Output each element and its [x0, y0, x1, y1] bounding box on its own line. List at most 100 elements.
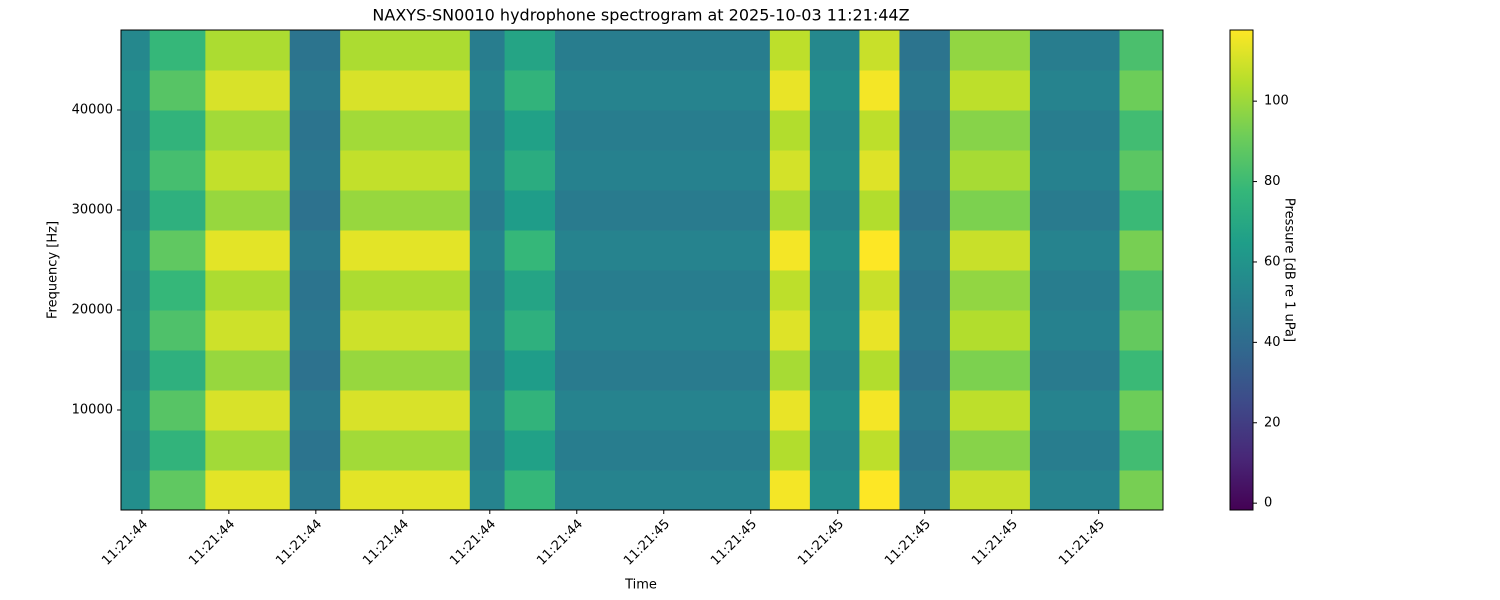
heatmap-cell — [809, 230, 860, 271]
heatmap-cell — [469, 190, 506, 231]
heatmap-cell — [205, 390, 291, 431]
colorbar — [1229, 29, 1254, 511]
heatmap-cell — [555, 390, 771, 431]
heatmap-cell — [205, 70, 291, 111]
heatmap-cell — [504, 310, 556, 351]
heatmap-cell — [1119, 150, 1164, 191]
x-tick-label: 11:21:44 — [99, 517, 151, 569]
heatmap-cell — [205, 190, 291, 231]
heatmap-cell — [340, 310, 471, 351]
chart-title: NAXYS-SN0010 hydrophone spectrogram at 2… — [372, 6, 909, 25]
heatmap-cell — [149, 390, 206, 431]
heatmap-cell — [809, 350, 860, 391]
heatmap-cell — [859, 470, 900, 511]
heatmap-cell — [809, 150, 860, 191]
heatmap-cell — [949, 70, 1031, 111]
colorbar-tick-label: 0 — [1264, 496, 1272, 511]
heatmap-cell — [859, 310, 900, 351]
colorbar-tick-label: 80 — [1264, 174, 1281, 189]
heatmap-cell — [289, 230, 341, 271]
heatmap-cell — [504, 190, 556, 231]
heatmap-cell — [949, 230, 1031, 271]
heatmap-cell — [121, 350, 151, 391]
heatmap-cell — [1029, 470, 1121, 511]
heatmap-cell — [949, 110, 1031, 151]
heatmap-cell — [555, 110, 771, 151]
heatmap-cell — [809, 310, 860, 351]
heatmap-cell — [504, 470, 556, 511]
heatmap-cell — [121, 470, 151, 511]
heatmap-cell — [859, 350, 900, 391]
heatmap-cell — [769, 150, 811, 191]
y-tick-label: 30000 — [72, 203, 113, 218]
heatmap-cell — [504, 150, 556, 191]
heatmap-cell — [1029, 390, 1121, 431]
heatmap-cell — [899, 30, 951, 71]
heatmap-cell — [555, 70, 771, 111]
heatmap-cell — [205, 110, 291, 151]
x-tick-label: 11:21:45 — [708, 517, 760, 569]
heatmap-cell — [469, 350, 506, 391]
heatmap-cell — [949, 30, 1031, 71]
heatmap-cell — [504, 110, 556, 151]
heatmap-cell — [289, 390, 341, 431]
heatmap-cell — [149, 310, 206, 351]
heatmap-cell — [555, 430, 771, 471]
heatmap-cell — [469, 230, 506, 271]
y-tick-label: 20000 — [72, 303, 113, 318]
heatmap-cell — [555, 350, 771, 391]
heatmap-cell — [469, 150, 506, 191]
heatmap-cell — [205, 430, 291, 471]
heatmap-cell — [340, 30, 471, 71]
heatmap-cell — [555, 230, 771, 271]
heatmap-cell — [949, 430, 1031, 471]
x-tick-label: 11:21:45 — [969, 517, 1021, 569]
heatmap-cell — [859, 70, 900, 111]
heatmap-cell — [289, 470, 341, 511]
heatmap-cell — [340, 270, 471, 311]
heatmap-cell — [949, 390, 1031, 431]
heatmap-cell — [205, 310, 291, 351]
heatmap-cell — [149, 150, 206, 191]
heatmap-cell — [149, 350, 206, 391]
heatmap-cell — [121, 390, 151, 431]
colorbar-label: Pressure [dB re 1 uPa] — [1282, 198, 1297, 342]
heatmap-cell — [809, 470, 860, 511]
x-tick-label: 11:21:44 — [447, 517, 499, 569]
heatmap-cell — [1119, 190, 1164, 231]
x-axis-label: Time — [624, 578, 657, 593]
heatmap-cell — [859, 190, 900, 231]
x-tick-label: 11:21:45 — [621, 517, 673, 569]
heatmap-cell — [859, 150, 900, 191]
heatmap-cell — [340, 190, 471, 231]
heatmap-cell — [555, 470, 771, 511]
heatmap-cell — [899, 190, 951, 231]
heatmap-cell — [289, 350, 341, 391]
heatmap-cell — [769, 230, 811, 271]
heatmap-cell — [504, 390, 556, 431]
heatmap-cell — [289, 270, 341, 311]
heatmap-cell — [949, 470, 1031, 511]
heatmap-cell — [121, 190, 151, 231]
heatmap-cell — [1029, 310, 1121, 351]
heatmap-cell — [555, 150, 771, 191]
y-axis-label: Frequency [Hz] — [46, 221, 61, 319]
heatmap-cell — [769, 350, 811, 391]
heatmap-cell — [205, 230, 291, 271]
heatmap-cell — [340, 430, 471, 471]
heatmap-cell — [899, 70, 951, 111]
heatmap-cell — [555, 270, 771, 311]
colorbar-tick-label: 100 — [1264, 94, 1289, 109]
heatmap-cell — [809, 70, 860, 111]
heatmap-cell — [121, 70, 151, 111]
heatmap-cell — [121, 30, 151, 71]
heatmap-cell — [121, 430, 151, 471]
heatmap-cell — [1029, 150, 1121, 191]
heatmap-cell — [899, 150, 951, 191]
heatmap-cell — [149, 230, 206, 271]
heatmap-cell — [504, 230, 556, 271]
heatmap-cell — [769, 190, 811, 231]
heatmap-cell — [1119, 30, 1164, 71]
heatmap-cell — [899, 110, 951, 151]
